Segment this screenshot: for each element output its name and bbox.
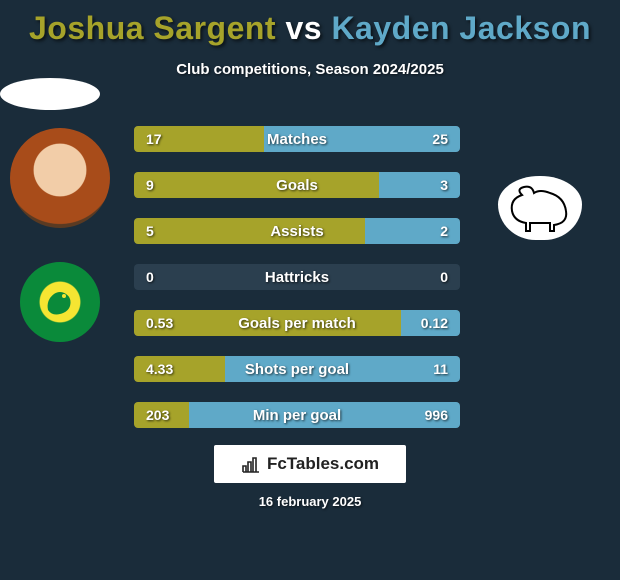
stat-row: 1725Matches	[134, 126, 460, 152]
chart-icon	[241, 454, 261, 474]
date-text: 16 february 2025	[0, 494, 620, 509]
ram-icon	[506, 183, 574, 233]
stat-label: Matches	[134, 126, 460, 152]
stats-container: 1725Matches 93Goals 52Assists 00Hattricks 0.…	[134, 126, 460, 448]
club-right-logo	[498, 176, 582, 240]
player-left-photo	[10, 128, 110, 228]
branding-badge: FcTables.com	[214, 445, 406, 483]
subtitle: Club competitions, Season 2024/2025	[0, 61, 620, 78]
club-left-logo	[20, 262, 100, 342]
stat-label: Goals	[134, 172, 460, 198]
canary-icon	[40, 282, 80, 322]
stat-row: 00Hattricks	[134, 264, 460, 290]
stat-row: 52Assists	[134, 218, 460, 244]
player-right-name: Kayden Jackson	[331, 10, 591, 46]
player-left-name: Joshua Sargent	[29, 10, 276, 46]
branding-text: FcTables.com	[267, 454, 379, 474]
player-right-photo	[0, 78, 100, 110]
stat-row: 93Goals	[134, 172, 460, 198]
vs-text: vs	[285, 10, 322, 46]
stat-label: Min per goal	[134, 402, 460, 428]
stat-label: Assists	[134, 218, 460, 244]
face-placeholder-icon	[10, 128, 110, 228]
stat-label: Goals per match	[134, 310, 460, 336]
stat-row: 0.530.12Goals per match	[134, 310, 460, 336]
comparison-title: Joshua Sargent vs Kayden Jackson	[0, 0, 620, 47]
stat-label: Shots per goal	[134, 356, 460, 382]
stat-label: Hattricks	[134, 264, 460, 290]
stat-row: 203996Min per goal	[134, 402, 460, 428]
stat-row: 4.3311Shots per goal	[134, 356, 460, 382]
